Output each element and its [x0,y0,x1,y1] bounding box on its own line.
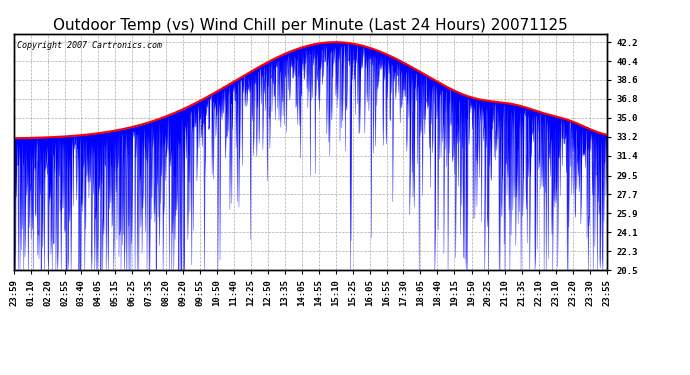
Text: Copyright 2007 Cartronics.com: Copyright 2007 Cartronics.com [17,41,161,50]
Title: Outdoor Temp (vs) Wind Chill per Minute (Last 24 Hours) 20071125: Outdoor Temp (vs) Wind Chill per Minute … [53,18,568,33]
